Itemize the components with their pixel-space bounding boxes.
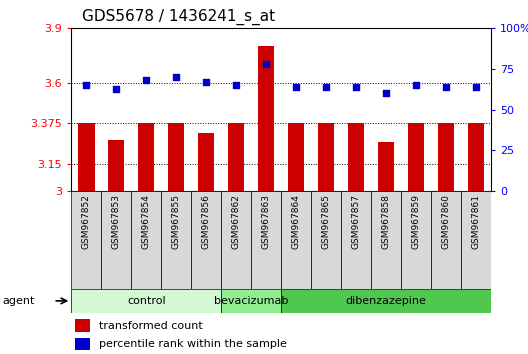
Bar <box>108 141 125 191</box>
Point <box>142 78 150 83</box>
Bar <box>461 191 491 289</box>
Point <box>172 74 181 80</box>
Bar <box>288 123 305 191</box>
Text: bevacizumab: bevacizumab <box>214 296 288 306</box>
Text: GSM967857: GSM967857 <box>352 194 361 249</box>
Bar <box>281 289 491 313</box>
Bar <box>221 191 251 289</box>
Text: control: control <box>127 296 166 306</box>
Bar <box>318 123 334 191</box>
Text: GSM967861: GSM967861 <box>472 194 480 249</box>
Text: GSM967856: GSM967856 <box>202 194 211 249</box>
Bar <box>408 123 425 191</box>
Bar <box>341 191 371 289</box>
Text: GSM967858: GSM967858 <box>382 194 391 249</box>
Bar <box>431 191 461 289</box>
Point <box>82 82 90 88</box>
Point <box>202 79 211 85</box>
Point <box>472 84 480 90</box>
Bar <box>228 123 244 191</box>
Text: percentile rank within the sample: percentile rank within the sample <box>99 339 286 349</box>
Point <box>232 82 240 88</box>
Text: GSM967852: GSM967852 <box>82 194 91 249</box>
Bar <box>191 191 221 289</box>
Point <box>322 84 331 90</box>
Point <box>292 84 300 90</box>
Text: GSM967863: GSM967863 <box>262 194 271 249</box>
Point <box>262 61 270 67</box>
Bar <box>161 191 191 289</box>
Text: GSM967859: GSM967859 <box>412 194 421 249</box>
Bar <box>378 142 394 191</box>
Bar <box>101 191 131 289</box>
Bar <box>251 191 281 289</box>
Text: dibenzazepine: dibenzazepine <box>346 296 427 306</box>
Bar <box>198 133 214 191</box>
Text: GSM967853: GSM967853 <box>112 194 121 249</box>
Bar <box>78 123 95 191</box>
Text: transformed count: transformed count <box>99 320 202 331</box>
Text: GSM967854: GSM967854 <box>142 194 150 249</box>
Point <box>382 91 390 96</box>
Text: GSM967864: GSM967864 <box>291 194 300 249</box>
Point <box>352 84 360 90</box>
Point <box>412 82 420 88</box>
Bar <box>138 123 155 191</box>
Bar <box>221 289 281 313</box>
Bar <box>258 46 275 191</box>
Bar <box>168 123 184 191</box>
Text: GSM967855: GSM967855 <box>172 194 181 249</box>
Bar <box>348 123 364 191</box>
Bar <box>438 123 454 191</box>
Bar <box>281 191 311 289</box>
Text: GSM967860: GSM967860 <box>441 194 450 249</box>
Text: GSM967862: GSM967862 <box>232 194 241 249</box>
Point <box>112 86 120 91</box>
Bar <box>131 191 161 289</box>
Point <box>442 84 450 90</box>
Text: GDS5678 / 1436241_s_at: GDS5678 / 1436241_s_at <box>82 9 275 25</box>
Bar <box>76 338 90 350</box>
Bar <box>311 191 341 289</box>
Text: GSM967865: GSM967865 <box>322 194 331 249</box>
Bar <box>371 191 401 289</box>
Bar <box>468 123 484 191</box>
Bar <box>71 289 221 313</box>
Bar <box>401 191 431 289</box>
Bar <box>71 191 101 289</box>
Text: agent: agent <box>3 296 35 306</box>
Bar <box>76 319 90 332</box>
